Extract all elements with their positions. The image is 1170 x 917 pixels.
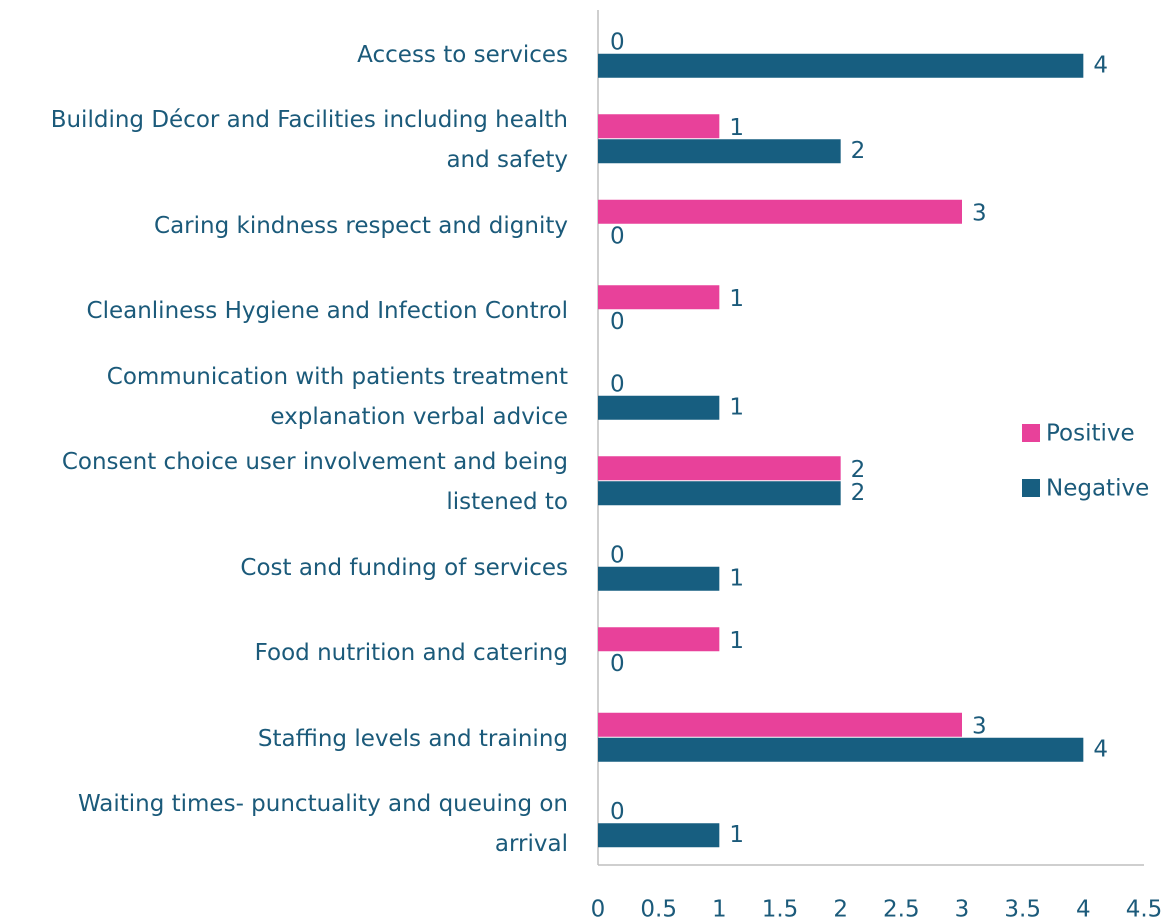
legend-label: Positive xyxy=(1046,421,1135,447)
y-tick-label: Staffing levels and training xyxy=(257,725,568,752)
x-tick-label: 0.5 xyxy=(640,897,677,917)
y-tick-label: Building Décor and Facilities including … xyxy=(50,107,568,174)
data-label: 0 xyxy=(610,309,625,335)
y-tick-label: Cost and funding of services xyxy=(240,554,568,581)
y-tick-label: Waiting times- punctuality and queuing o… xyxy=(77,791,568,858)
bar xyxy=(598,481,841,506)
data-label: 0 xyxy=(610,371,625,397)
bar xyxy=(598,712,962,737)
bar xyxy=(598,823,720,848)
data-label: 2 xyxy=(851,138,866,164)
bar xyxy=(598,627,720,652)
x-tick-label: 2 xyxy=(833,897,848,917)
x-tick-label: 3.5 xyxy=(1004,897,1041,917)
y-tick-label: Cleanliness Hygiene and Infection Contro… xyxy=(86,298,568,325)
x-tick-label: 4 xyxy=(1076,897,1091,917)
legend-label: Negative xyxy=(1046,476,1149,502)
bar xyxy=(598,114,720,139)
bar xyxy=(598,395,720,420)
data-label: 1 xyxy=(729,115,744,141)
x-tick-label: 3 xyxy=(955,897,970,917)
data-label: 0 xyxy=(610,223,625,249)
x-tick-label: 4.5 xyxy=(1126,897,1163,917)
bar xyxy=(598,566,720,591)
x-tick-label: 0 xyxy=(591,897,606,917)
bar xyxy=(598,139,841,164)
bar xyxy=(598,456,841,481)
x-tick-label: 1 xyxy=(712,897,727,917)
data-label: 1 xyxy=(729,822,744,848)
data-label: 4 xyxy=(1093,52,1108,78)
bar xyxy=(598,199,962,224)
data-label: 4 xyxy=(1093,736,1108,762)
x-tick-label: 1.5 xyxy=(762,897,799,917)
data-label: 1 xyxy=(729,628,744,654)
legend-swatch xyxy=(1022,479,1040,497)
data-label: 0 xyxy=(610,542,625,568)
data-label: 1 xyxy=(729,286,744,312)
data-label: 3 xyxy=(972,713,987,739)
y-tick-label: Communication with patients treatment ex… xyxy=(106,363,568,430)
data-label: 2 xyxy=(851,480,866,506)
x-tick-label: 2.5 xyxy=(883,897,920,917)
y-tick-label: Access to services xyxy=(357,41,568,68)
bar xyxy=(598,285,720,310)
data-label: 0 xyxy=(610,29,625,55)
data-label: 3 xyxy=(972,200,987,226)
bar xyxy=(598,737,1084,762)
bar xyxy=(598,53,1084,78)
y-tick-label: Consent choice user involvement and bein… xyxy=(61,449,568,516)
data-label: 1 xyxy=(729,565,744,591)
legend-swatch xyxy=(1022,424,1040,442)
y-tick-label: Caring kindness respect and dignity xyxy=(154,212,568,239)
data-label: 0 xyxy=(610,799,625,825)
y-tick-label: Food nutrition and catering xyxy=(254,640,568,667)
data-label: 2 xyxy=(851,457,866,483)
data-label: 1 xyxy=(729,394,744,420)
data-label: 0 xyxy=(610,651,625,677)
